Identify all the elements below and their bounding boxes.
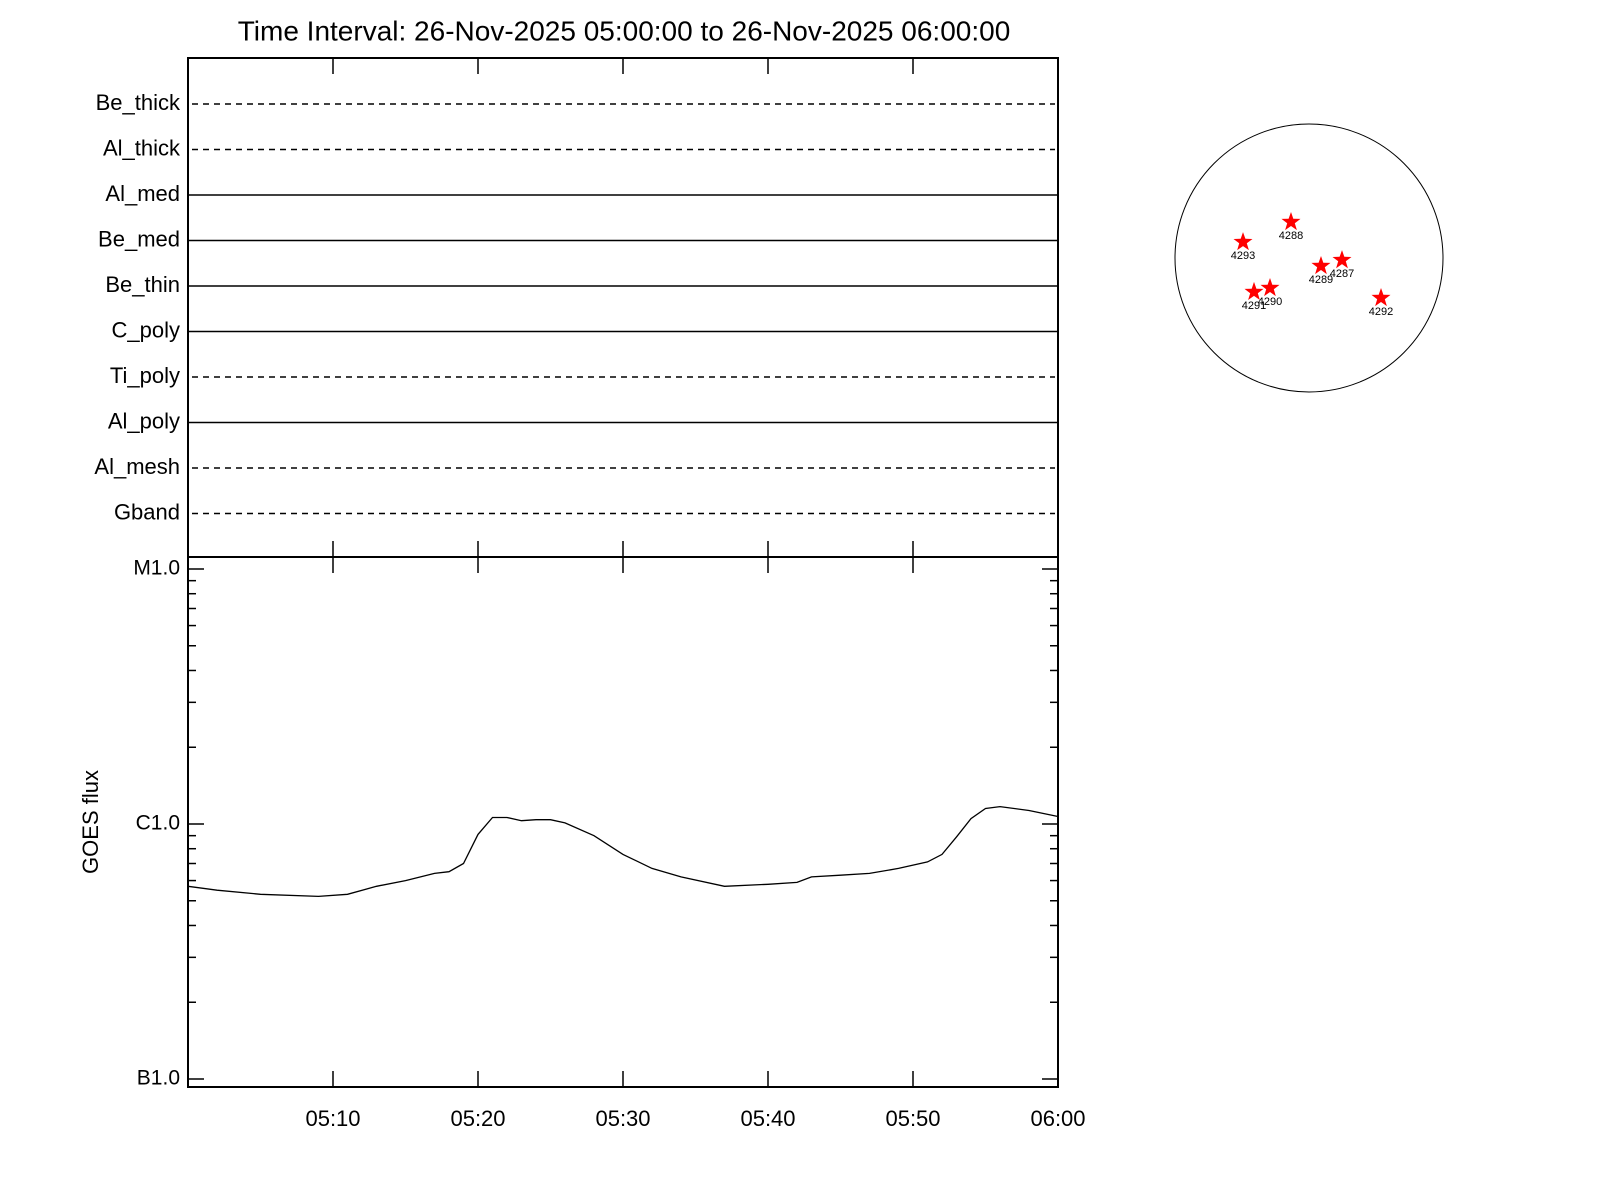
filter-label: Al_thick — [103, 135, 181, 160]
x-tick-label: 05:30 — [595, 1106, 650, 1131]
filter-label: Al_mesh — [94, 454, 180, 479]
active-region-label: 4287 — [1330, 268, 1354, 280]
active-region-star — [1244, 281, 1264, 300]
filter-label: C_poly — [112, 317, 180, 342]
filter-label: Be_med — [98, 226, 180, 251]
filter-label: Gband — [114, 499, 180, 524]
x-tick-label: 06:00 — [1030, 1106, 1085, 1131]
filter-label: Be_thick — [96, 90, 181, 115]
filter-label: Be_thin — [105, 272, 180, 297]
active-region-star — [1371, 288, 1391, 307]
active-region-label: 4291 — [1242, 300, 1266, 312]
x-tick-label: 05:40 — [740, 1106, 795, 1131]
active-region-label: 4289 — [1309, 274, 1333, 286]
x-tick-label: 05:50 — [885, 1106, 940, 1131]
x-tick-label: 05:10 — [305, 1106, 360, 1131]
y-axis-label: GOES flux — [78, 770, 103, 874]
active-region-star — [1233, 232, 1253, 251]
x-tick-label: 05:20 — [450, 1106, 505, 1131]
filter-label: Al_poly — [108, 408, 180, 433]
active-region-star — [1281, 212, 1301, 231]
y-tick-label: C1.0 — [136, 812, 180, 835]
filter-label: Al_med — [105, 181, 180, 206]
filter-label: Ti_poly — [110, 363, 180, 388]
chart-title: Time Interval: 26-Nov-2025 05:00:00 to 2… — [238, 15, 1011, 46]
active-region-star — [1332, 250, 1352, 269]
active-region-star — [1311, 256, 1331, 275]
y-tick-label: M1.0 — [133, 557, 180, 580]
solar-disk — [1174, 123, 1444, 393]
active-region-star — [1260, 278, 1280, 297]
active-region-label: 4292 — [1369, 306, 1393, 318]
y-tick-label: B1.0 — [137, 1067, 180, 1090]
goes-flux-line — [187, 805, 1059, 898]
active-region-label: 4288 — [1279, 230, 1303, 242]
active-region-label: 4293 — [1231, 250, 1255, 262]
active-region-label: 4290 — [1258, 296, 1282, 308]
